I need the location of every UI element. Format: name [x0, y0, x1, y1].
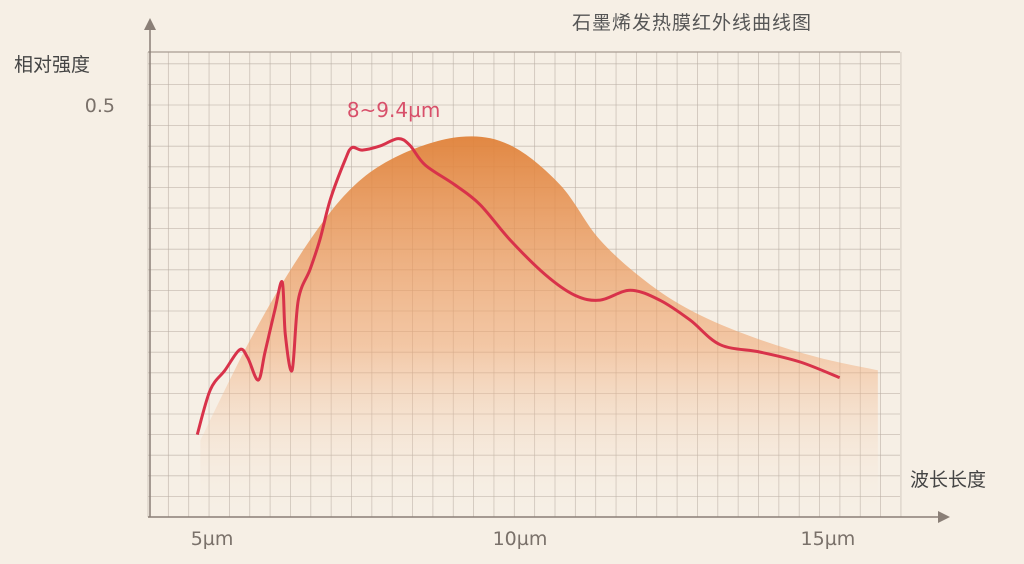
annotation-label: 8~9.4µm	[347, 98, 441, 122]
x-axis-label: 波长长度	[910, 469, 987, 491]
chart-title: 石墨烯发热膜红外线曲线图	[572, 12, 813, 34]
tick-labels: 5µm 10µm 15µm 0.5	[85, 95, 856, 550]
y-axis-label: 相对强度	[14, 54, 91, 76]
axes	[144, 18, 950, 523]
y-axis-arrow-icon	[144, 18, 156, 30]
x-axis-arrow-icon	[938, 511, 950, 523]
area-series	[200, 136, 878, 517]
x-tick-label: 15µm	[801, 528, 856, 550]
line-series	[195, 137, 841, 435]
x-tick-label: 5µm	[191, 528, 234, 550]
series-layer: 8~9.4µm	[195, 98, 878, 517]
y-tick-label: 0.5	[85, 95, 115, 117]
x-tick-label: 10µm	[493, 528, 548, 550]
